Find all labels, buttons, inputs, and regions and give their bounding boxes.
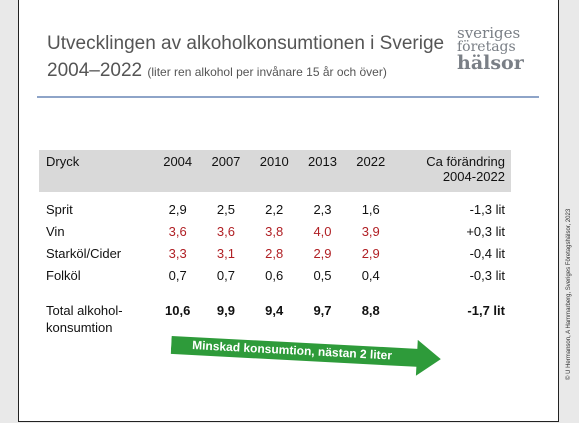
logo-line: sveriges xyxy=(457,24,521,42)
table-cell: 4,0 xyxy=(313,223,332,239)
subtitle: (liter ren alkohol per invånare 15 år oc… xyxy=(147,65,387,79)
column-header: Ca förändring 2004-2022 xyxy=(394,150,511,192)
column-header: Dryck xyxy=(39,150,154,192)
title-years: 2004–2022 xyxy=(47,60,143,81)
table-cell: 2,9 xyxy=(361,245,380,261)
table-cell: 3,8 xyxy=(265,223,284,239)
table-cell: 2,9 xyxy=(168,201,187,217)
title-text: Utvecklingen av alkoholkonsumtionen i Sv… xyxy=(47,33,445,54)
table-row: Sprit 2,9 2,5 2,2 2,3 1,6 -1,3 lit xyxy=(39,192,511,220)
table-row: Total alkohol- konsumtion 10,6 9,9 9,4 9,7 8,… xyxy=(39,286,511,338)
table-cell: 9,4 xyxy=(265,303,284,318)
table-cell: 2,2 xyxy=(265,201,284,217)
column-header: 2010 xyxy=(250,150,299,192)
table-row: Folköl 0,7 0,7 0,6 0,5 0,4 -0,3 lit xyxy=(39,264,511,286)
table-cell: -1,7 lit xyxy=(467,303,505,318)
column-header: 2007 xyxy=(201,150,251,192)
arrow: Minskad konsumtion, nästan 2 liter xyxy=(170,327,442,377)
slide: Utvecklingen av alkoholkonsumtionen i Sv… xyxy=(18,0,572,422)
column-header: 2004 xyxy=(153,150,202,192)
table-cell: 9,7 xyxy=(313,303,332,318)
table-cell: 2,8 xyxy=(265,245,284,261)
table-cell: 1,6 xyxy=(361,201,380,217)
table-cell: 0,7 xyxy=(168,267,187,283)
table-cell: 0,5 xyxy=(313,267,332,283)
table-cell: 3,9 xyxy=(361,223,380,239)
arrow-shape xyxy=(170,335,441,376)
column-header: 2022 xyxy=(346,150,395,192)
table-cell: -0,4 lit xyxy=(469,245,505,261)
table-row: Vin 3,6 3,6 3,8 4,0 3,9 +0,3 lit xyxy=(39,220,511,242)
table-cell: 9,9 xyxy=(216,303,235,318)
table-cell: 8,8 xyxy=(361,303,380,318)
table-cell: Folköl xyxy=(46,267,81,283)
column-header: 2013 xyxy=(298,150,347,192)
table-cell: +0,3 lit xyxy=(466,223,505,239)
credit: © U Hermanson, A Hammarberg, Sveriges Fö… xyxy=(566,208,572,380)
table-cell: 2,3 xyxy=(313,201,332,217)
table-cell: 3,6 xyxy=(168,223,187,239)
title: Utvecklingen av alkoholkonsumtionen i Sv… xyxy=(47,30,457,86)
table-cell: 3,6 xyxy=(216,223,235,239)
table-row: Starköl/Cider 3,3 3,1 2,8 2,9 2,9 -0,4 lit xyxy=(39,242,511,264)
header-row: Dryck 2004 2007 2010 2013 2022 Ca förändring 2… xyxy=(39,150,511,192)
table-cell: 10,6 xyxy=(165,303,191,318)
logo-line: företags xyxy=(457,39,516,55)
title-rule xyxy=(37,96,539,98)
table-cell: -0,3 lit xyxy=(469,267,505,283)
table-cell: Sprit xyxy=(46,201,73,217)
table-cell: Total alkohol- konsumtion xyxy=(46,303,123,335)
table-cell: 2,5 xyxy=(216,201,235,217)
table-body: Sprit 2,9 2,5 2,2 2,3 1,6 -1,3 lit Vin 3,6 3,6 3,8… xyxy=(39,192,511,338)
table-cell: 0,6 xyxy=(265,267,284,283)
table-cell: 0,4 xyxy=(361,267,380,283)
logo-line: hälsor xyxy=(457,52,524,74)
table-cell: 3,1 xyxy=(216,245,235,261)
table-cell: 3,3 xyxy=(168,245,187,261)
table-cell: -1,3 lit xyxy=(469,201,505,217)
logo: sveriges företags hälsor xyxy=(457,24,524,74)
table-cell: Starköl/Cider xyxy=(46,245,122,261)
table-cell: 2,9 xyxy=(313,245,332,261)
table: Dryck 2004 2007 2010 2013 2022 Ca förändring 2… xyxy=(39,150,511,338)
table-cell: Vin xyxy=(46,223,65,239)
table-cell: 0,7 xyxy=(216,267,235,283)
